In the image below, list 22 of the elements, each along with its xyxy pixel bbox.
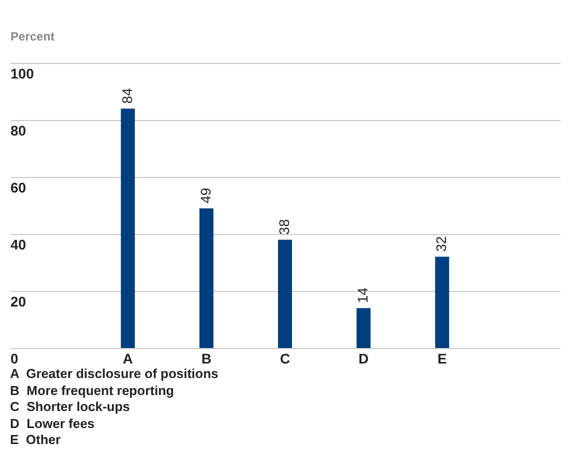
y-tick-label: 80: [10, 122, 26, 138]
text: D Lower fees: [10, 416, 96, 432]
data-label: 32: [433, 236, 450, 252]
x-tick-label: C: [280, 350, 290, 366]
text: C Shorter lock-ups: [10, 399, 131, 416]
y-tick-label: 60: [10, 180, 26, 196]
data-label: 49: [197, 188, 214, 204]
y-axis-title: Percent: [10, 30, 55, 44]
y-tick-label: 40: [10, 236, 26, 252]
x-tick-label: D: [358, 350, 369, 366]
x-tick-label: B: [201, 350, 212, 366]
text: A Greater disclosure of positions: [10, 366, 218, 382]
y-tick-label: 100: [10, 66, 34, 82]
y-tick-label: 0: [10, 350, 18, 366]
x-tick-label: A: [122, 350, 133, 366]
data-label: 38: [276, 218, 292, 235]
text: B More frequent reporting: [10, 382, 175, 399]
text: E Other: [10, 432, 62, 448]
data-label: 84: [118, 88, 135, 104]
x-tick-label: E: [437, 350, 447, 366]
y-tick-label: 20: [10, 294, 26, 310]
data-label: 14: [354, 287, 371, 304]
